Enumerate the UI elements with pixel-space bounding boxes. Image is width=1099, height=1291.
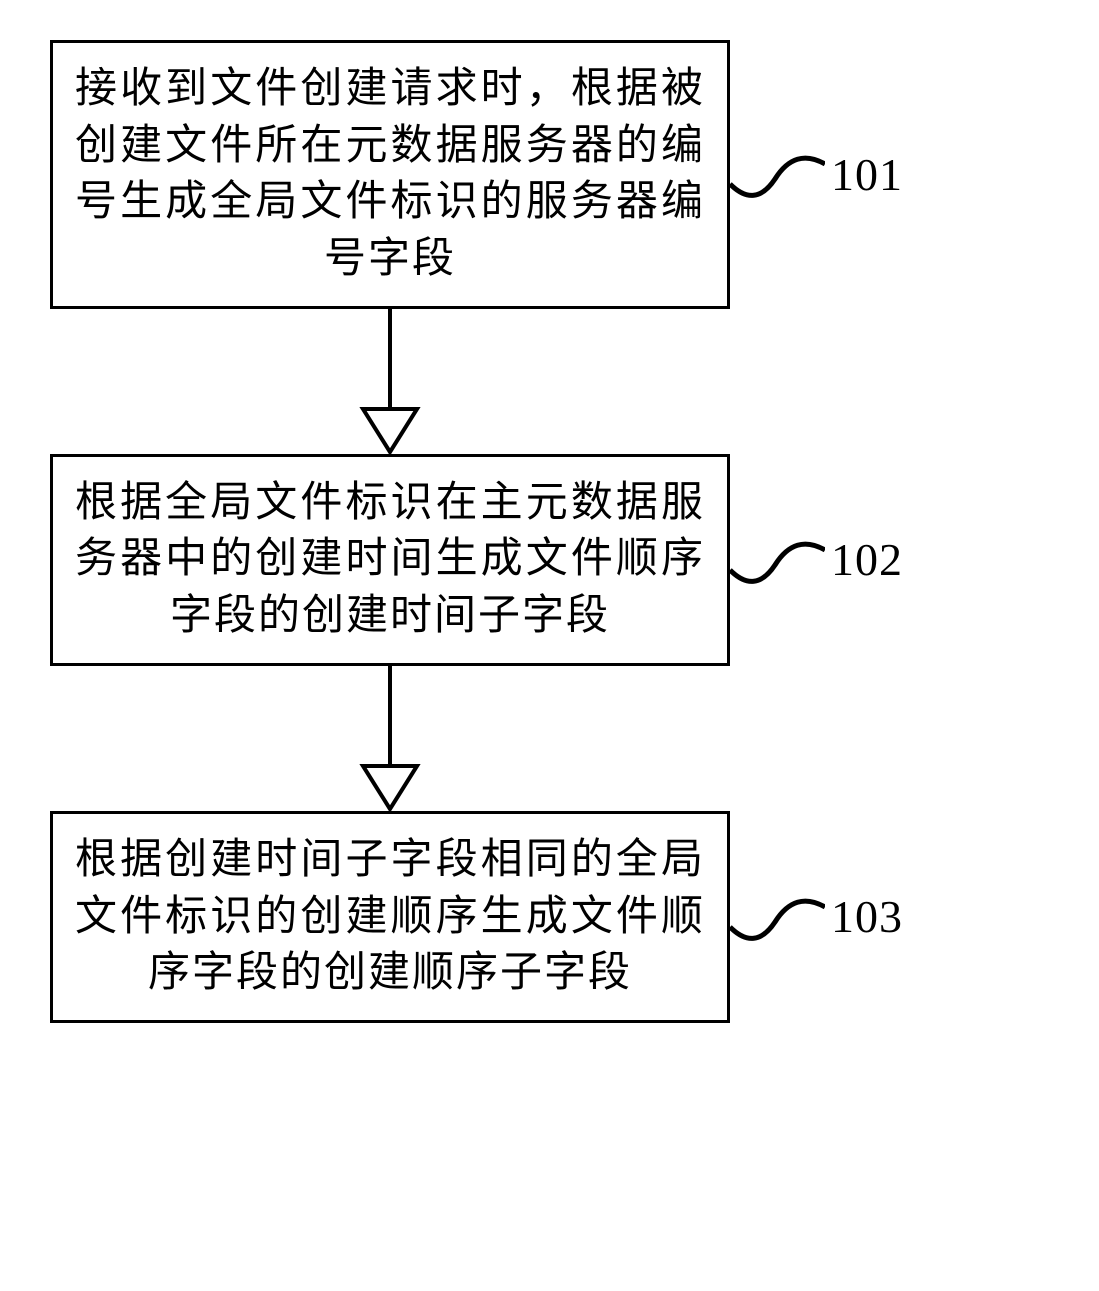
- step-label-2: 102: [831, 533, 903, 586]
- step-text-1: 接收到文件创建请求时，根据被创建文件所在元数据服务器的编号生成全局文件标识的服务…: [75, 66, 705, 282]
- curve-connector-3: [730, 882, 825, 952]
- connector-wrap-1: [50, 309, 730, 454]
- label-wrap-3: 103: [730, 882, 903, 952]
- step-label-1: 101: [831, 148, 903, 201]
- step-label-3: 103: [831, 890, 903, 943]
- step-text-2: 根据全局文件标识在主元数据服务器中的创建时间生成文件顺序字段的创建时间子字段: [75, 480, 705, 639]
- step-row-1: 接收到文件创建请求时，根据被创建文件所在元数据服务器的编号生成全局文件标识的服务…: [50, 40, 1050, 309]
- connector-wrap-2: [50, 666, 730, 811]
- arrow-connector-1: [355, 309, 425, 454]
- curve-connector-2: [730, 525, 825, 595]
- step-row-2: 根据全局文件标识在主元数据服务器中的创建时间生成文件顺序字段的创建时间子字段 1…: [50, 454, 1050, 666]
- flowchart-container: 接收到文件创建请求时，根据被创建文件所在元数据服务器的编号生成全局文件标识的服务…: [50, 40, 1050, 1023]
- step-box-1: 接收到文件创建请求时，根据被创建文件所在元数据服务器的编号生成全局文件标识的服务…: [50, 40, 730, 309]
- label-wrap-2: 102: [730, 525, 903, 595]
- step-box-3: 根据创建时间子字段相同的全局文件标识的创建顺序生成文件顺序字段的创建顺序子字段: [50, 811, 730, 1023]
- label-wrap-1: 101: [730, 139, 903, 209]
- step-row-3: 根据创建时间子字段相同的全局文件标识的创建顺序生成文件顺序字段的创建顺序子字段 …: [50, 811, 1050, 1023]
- step-text-3: 根据创建时间子字段相同的全局文件标识的创建顺序生成文件顺序字段的创建顺序子字段: [75, 837, 705, 996]
- step-box-2: 根据全局文件标识在主元数据服务器中的创建时间生成文件顺序字段的创建时间子字段: [50, 454, 730, 666]
- curve-connector-1: [730, 139, 825, 209]
- arrow-connector-2: [355, 666, 425, 811]
